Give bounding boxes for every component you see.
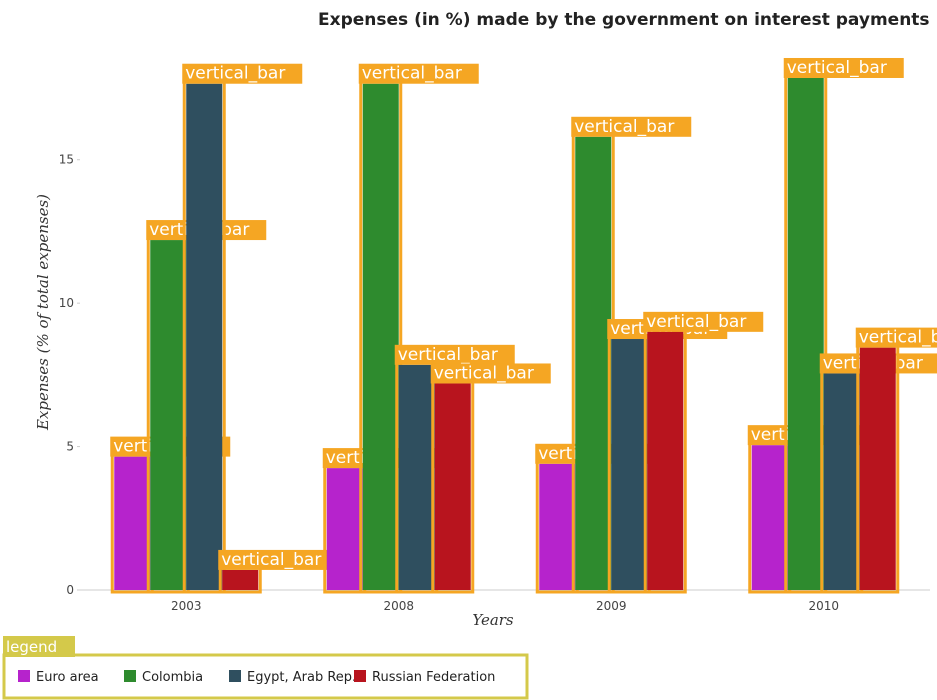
bar-annotation-tag xyxy=(394,344,515,365)
bar-egypt-arab-rep--2010 xyxy=(823,373,860,590)
bar-annotation-tag xyxy=(643,311,764,332)
bar-russian-federation-2010 xyxy=(859,347,896,590)
x-tick-label: 2008 xyxy=(383,599,414,613)
bar-colombia-2008 xyxy=(362,83,399,590)
y-tick-label: 10 xyxy=(59,296,74,310)
legend-entry: Russian Federation xyxy=(372,670,495,685)
bar-annotation-tag xyxy=(430,363,551,384)
legend-tag xyxy=(3,636,75,657)
legend-swatch xyxy=(18,670,30,682)
legend-entry: Euro area xyxy=(36,670,99,685)
x-tick-label: 2009 xyxy=(596,599,627,613)
legend-entry: Egypt, Arab Rep. xyxy=(247,670,356,685)
bar-euro-area-2010 xyxy=(751,445,788,590)
bar-annotation-tag xyxy=(783,57,904,78)
legend-entry: Colombia xyxy=(142,670,203,685)
bar-annotation-tag xyxy=(571,116,692,137)
bar-annotation-text: vertical_bar xyxy=(787,58,887,78)
legend-tag-text: legend xyxy=(6,638,57,656)
bar-colombia-2010 xyxy=(787,77,824,591)
bar-annotation-text: vertical_bar xyxy=(646,312,746,332)
bar-russian-federation-2009 xyxy=(647,331,684,590)
plot-area: 051015vertical_barvertical_barvertical_b… xyxy=(59,58,937,613)
legend-box xyxy=(2,653,529,700)
bar-egypt-arab-rep--2008 xyxy=(398,364,435,590)
bar-annotation-text: vertical_bar xyxy=(362,64,462,84)
bar-euro-area-2008 xyxy=(326,468,363,590)
bar-euro-area-2003 xyxy=(114,456,151,590)
bar-colombia-2003 xyxy=(150,240,187,591)
bar-russian-federation-2003 xyxy=(222,569,259,590)
bar-annotation-text: vertical_bar xyxy=(185,64,285,84)
x-tick-label: 2003 xyxy=(171,599,202,613)
bar-annotation-tag xyxy=(218,549,339,570)
bar-annotation-tag xyxy=(358,63,479,84)
legend-swatch xyxy=(124,670,136,682)
x-axis-label: Years xyxy=(472,611,514,629)
y-axis-label: Expenses (% of total expenses) xyxy=(34,194,52,431)
bar-annotation-text: vertical_bar xyxy=(434,363,534,383)
bar-annotation-tag xyxy=(855,327,937,348)
bar-egypt-arab-rep--2009 xyxy=(611,339,648,590)
y-tick-label: 5 xyxy=(66,440,74,454)
bar-annotation-text: vertical_bar xyxy=(859,328,937,348)
chart-title: Expenses (in %) made by the government o… xyxy=(318,10,930,30)
bar-annotation-tag xyxy=(182,63,303,84)
y-tick-label: 15 xyxy=(59,153,74,167)
bar-annotation-text: vertical_bar xyxy=(221,550,321,570)
bar-euro-area-2009 xyxy=(539,463,576,590)
legend: legend Euro area Colombia Egypt, Arab Rep. R… xyxy=(2,636,529,700)
bar-annotation-text: vertical_bar xyxy=(574,117,674,137)
bar-annotation-text: vertical_bar xyxy=(398,345,498,365)
bar-russian-federation-2008 xyxy=(434,383,471,590)
legend-swatch xyxy=(354,670,366,682)
legend-swatch xyxy=(229,670,241,682)
bar-colombia-2009 xyxy=(575,136,612,590)
x-tick-label: 2010 xyxy=(808,599,839,613)
bar-egypt-arab-rep--2003 xyxy=(186,83,223,590)
y-tick-label: 0 xyxy=(66,583,74,597)
